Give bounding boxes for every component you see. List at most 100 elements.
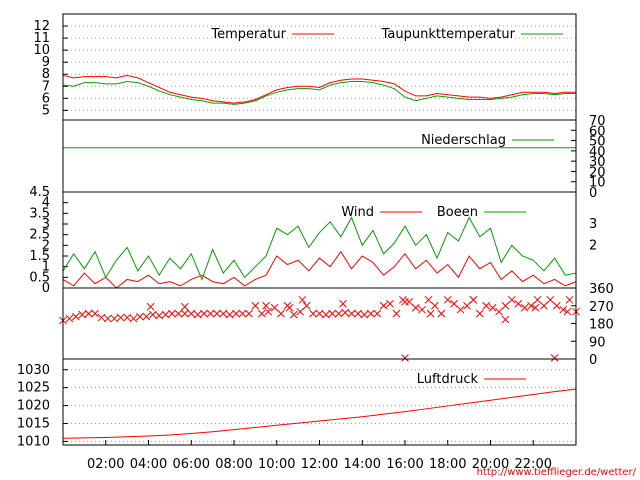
y-tick-label: 1025 <box>17 381 50 396</box>
x-tick-label: 08:00 <box>215 457 252 472</box>
point <box>392 309 401 318</box>
point <box>514 299 523 308</box>
point <box>401 297 409 306</box>
y-tick-label: 1030 <box>17 363 50 378</box>
point <box>264 307 273 316</box>
point <box>366 309 375 318</box>
source-url: http://www.tiefflieger.de/wetter/ <box>477 467 637 478</box>
point <box>296 307 305 316</box>
y-tick-label: 30 <box>589 155 606 170</box>
x-tick-label: 18:00 <box>429 457 466 472</box>
point <box>155 311 164 320</box>
point <box>104 314 112 323</box>
y-tick-label: 50 <box>589 135 606 150</box>
point <box>463 301 471 310</box>
y-tick-label: 1010 <box>17 434 50 449</box>
legend-label: Boeen <box>437 205 478 220</box>
point <box>501 301 510 310</box>
legend-label: Temperatur <box>210 27 286 42</box>
point <box>97 313 106 322</box>
point <box>527 301 535 310</box>
point <box>123 313 131 322</box>
series-line-1 <box>62 216 577 281</box>
point <box>546 295 555 304</box>
y-tick-label: 70 <box>589 114 606 129</box>
y-tick-label: 20 <box>589 165 606 180</box>
point <box>116 313 125 322</box>
y-tick-label: 0 <box>42 281 50 296</box>
y-tick-label: 60 <box>589 124 606 139</box>
point <box>200 309 208 318</box>
y-tick-label: 1020 <box>17 399 50 414</box>
y-tick-label: 4 <box>42 196 50 211</box>
point <box>431 301 439 310</box>
point <box>277 309 285 318</box>
point <box>302 301 311 310</box>
y-tick-label: 12 <box>33 19 50 34</box>
point <box>285 303 294 312</box>
series-line-1 <box>62 80 576 105</box>
y-tick-label: 7 <box>42 79 50 94</box>
point <box>298 295 307 304</box>
y-tick-label: 2 <box>589 238 597 253</box>
y-tick-label: 10 <box>589 176 606 191</box>
panel-frame <box>62 191 577 289</box>
y-tick-label: 10 <box>33 43 50 58</box>
point <box>187 309 196 318</box>
point <box>456 305 465 314</box>
point <box>225 310 234 319</box>
point <box>238 309 247 318</box>
y-tick-label: 270 <box>589 300 614 315</box>
y-tick-label: 4.5 <box>29 185 50 200</box>
point <box>193 310 202 319</box>
series-line-0 <box>62 250 577 289</box>
point <box>559 305 568 314</box>
y-tick-label: 8 <box>42 67 50 82</box>
point <box>482 301 491 310</box>
point <box>565 295 574 304</box>
point <box>315 309 324 318</box>
point <box>334 309 343 318</box>
point <box>161 310 170 319</box>
point <box>84 309 93 318</box>
x-tick-label: 14:00 <box>344 457 381 472</box>
point <box>469 295 478 304</box>
y-tick-label: 0.5 <box>29 270 50 285</box>
panel-frame <box>62 119 577 193</box>
point <box>206 309 215 318</box>
point <box>520 303 529 312</box>
point <box>270 303 279 312</box>
point <box>180 309 189 318</box>
point <box>180 302 189 311</box>
x-tick-label: 12:00 <box>301 457 338 472</box>
point <box>91 309 99 318</box>
x-tick-label: 10:00 <box>258 457 295 472</box>
point <box>424 295 433 304</box>
y-tick-label: 3 <box>42 217 50 232</box>
point <box>540 301 548 310</box>
point <box>552 301 561 310</box>
point <box>257 309 266 318</box>
point <box>339 299 347 308</box>
point <box>531 303 540 312</box>
point <box>354 309 362 318</box>
point <box>418 305 426 314</box>
point <box>71 312 80 321</box>
point <box>322 310 330 319</box>
x-tick-label: 02:00 <box>87 457 124 472</box>
y-tick-label: 90 <box>589 335 606 350</box>
point <box>213 309 221 318</box>
y-tick-label: 3.5 <box>29 206 50 221</box>
point <box>219 309 228 318</box>
y-tick-label: 6 <box>42 91 50 106</box>
point <box>508 295 516 304</box>
point <box>450 299 459 308</box>
y-tick-label: 3 <box>589 217 597 232</box>
legend-label: Taupunkttemperatur <box>381 27 516 42</box>
y-tick-label: 360 <box>589 282 614 297</box>
x-tick-label: 20:00 <box>472 457 509 472</box>
y-tick-label: 0 <box>589 186 597 201</box>
